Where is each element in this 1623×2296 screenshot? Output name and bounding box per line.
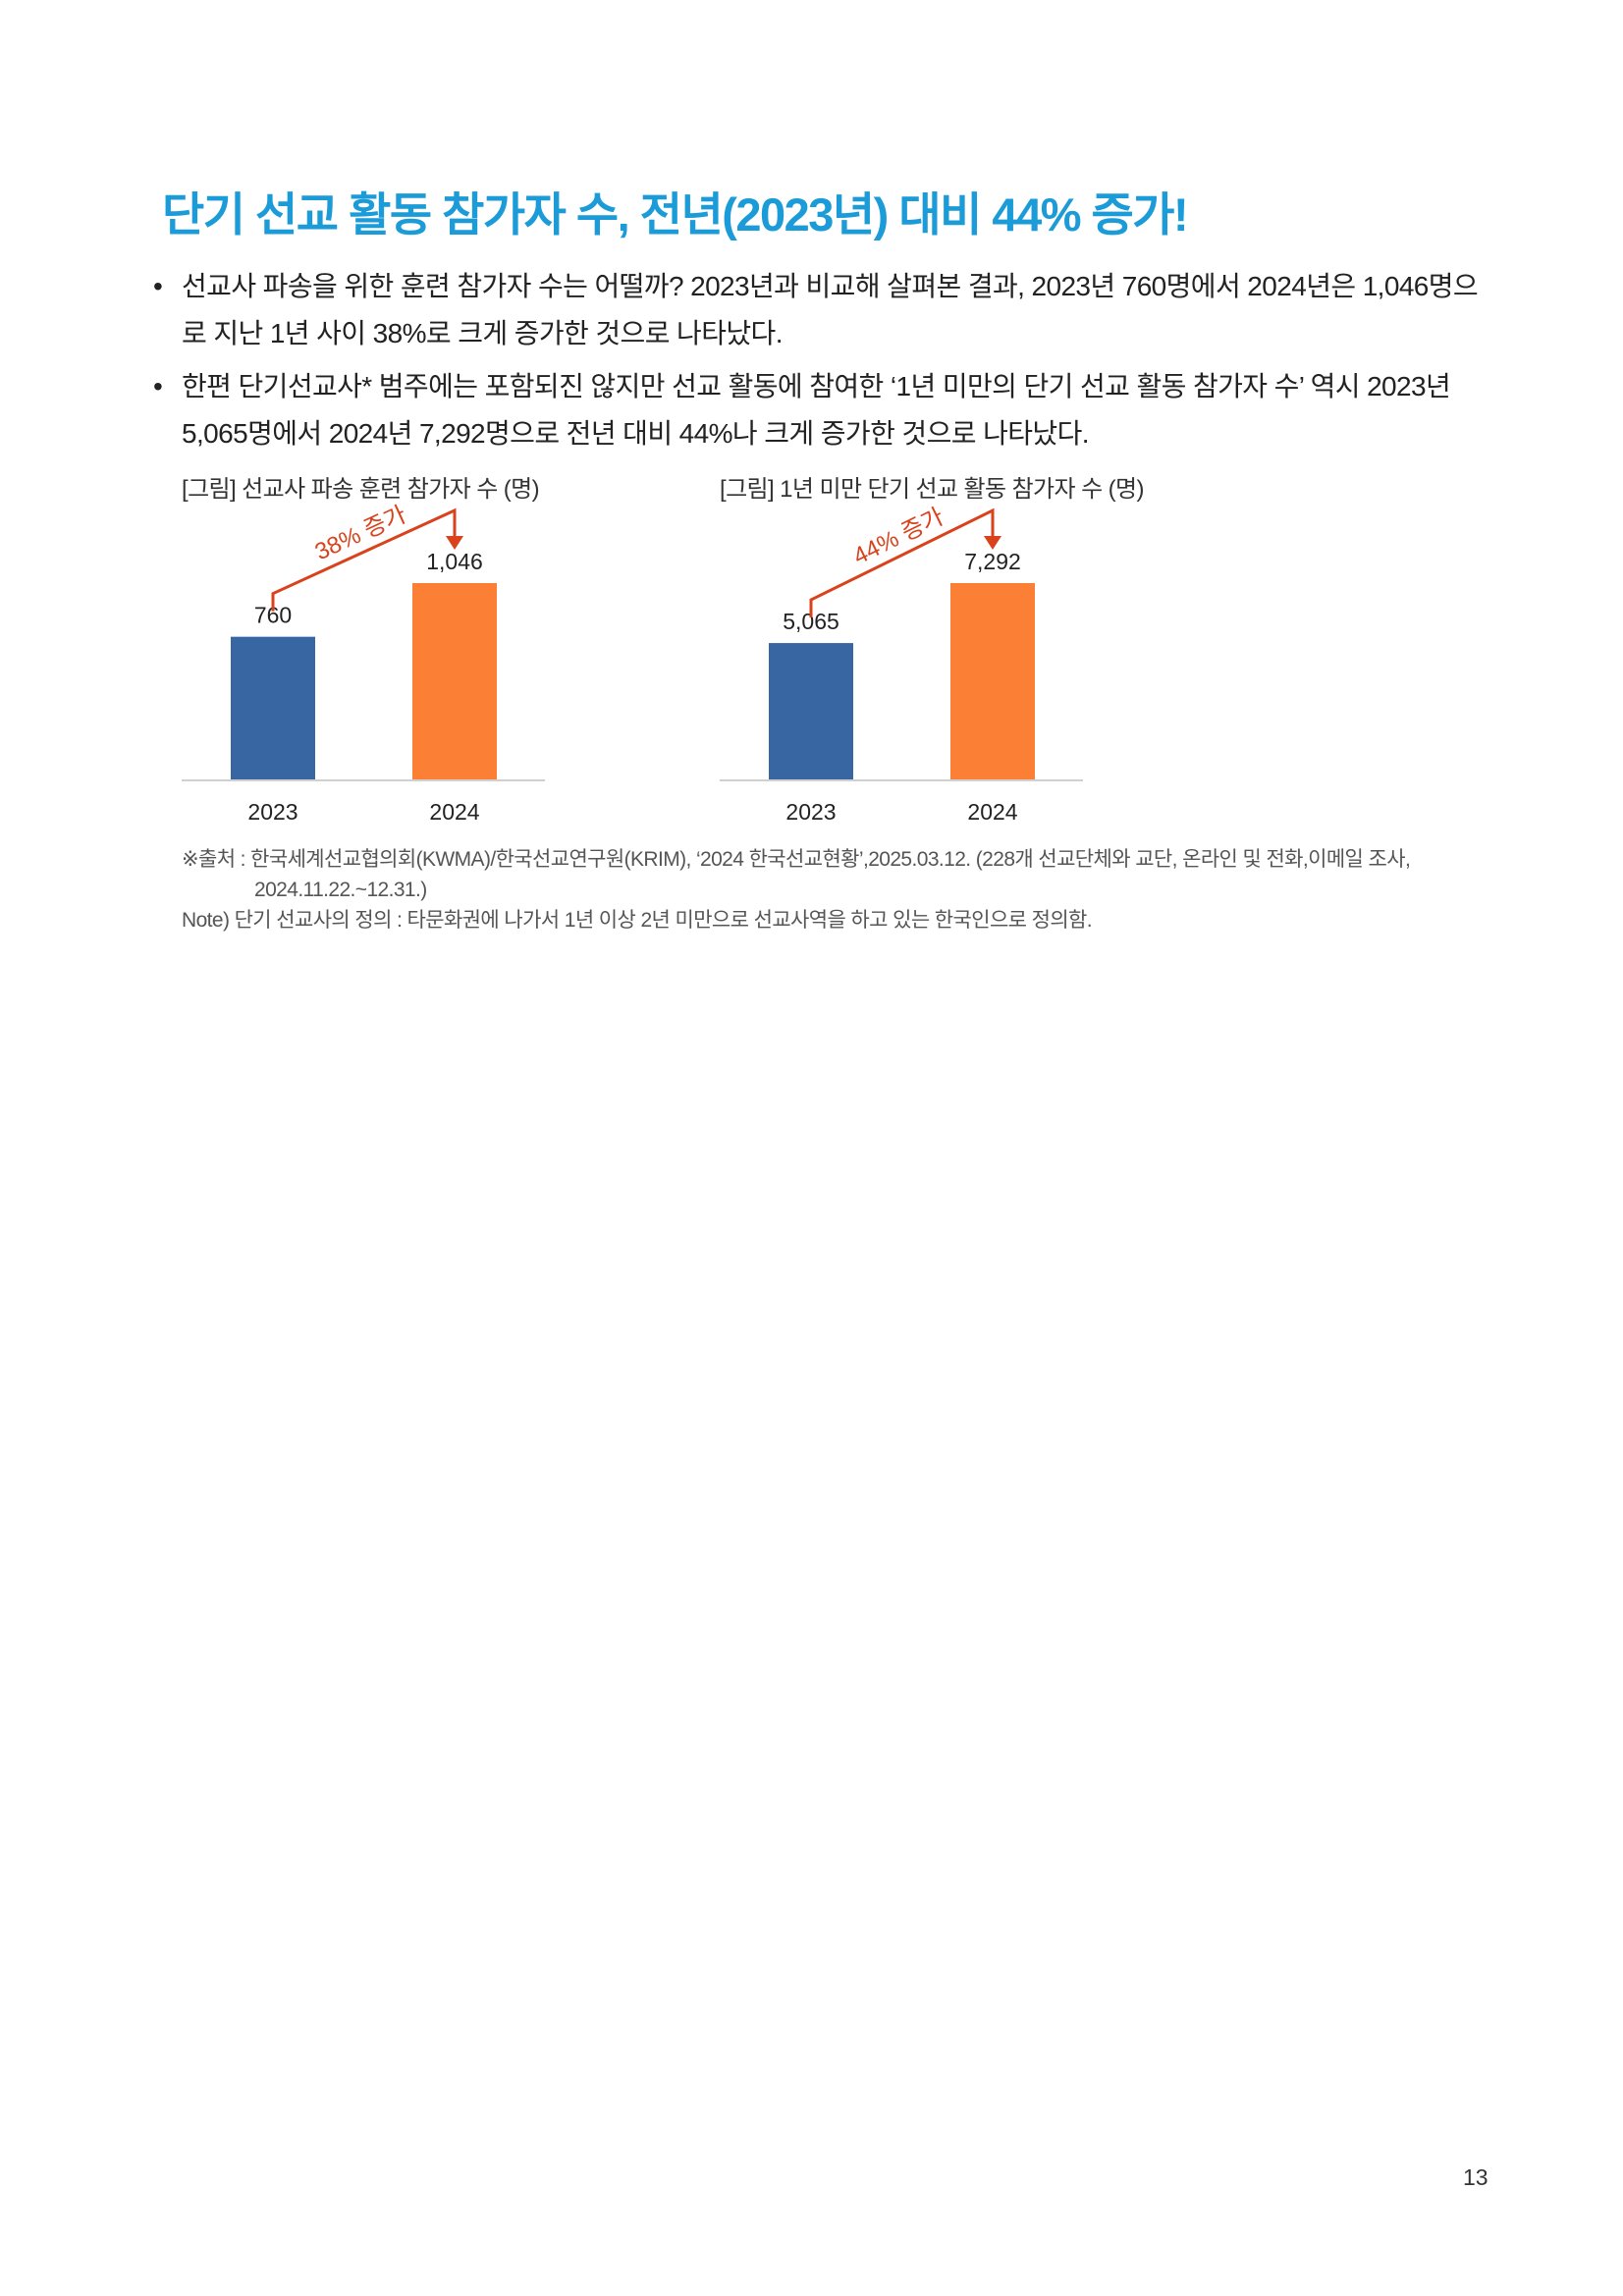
source-citation-dates: 2024.11.22.~12.31.) (254, 879, 427, 901)
category-label: 2023 (247, 799, 298, 825)
growth-label: 38% 증가 (311, 502, 410, 566)
bar-2023 (231, 636, 315, 779)
figure-caption-short-term: [그림] 1년 미만 단기 선교 활동 참가자 수 (명) (720, 476, 1145, 503)
category-label: 2024 (967, 799, 1017, 825)
figure-caption-training: [그림] 선교사 파송 훈련 참가자 수 (명) (182, 476, 540, 503)
growth-label: 44% 증가 (849, 504, 948, 570)
bar-2024 (412, 583, 497, 779)
bullet-dot: • (153, 371, 163, 401)
bullet-text: 한편 단기선교사* 범주에는 포함되진 않지만 선교 활동에 참여한 ‘1년 미… (182, 371, 1451, 449)
bullet-list: • 선교사 파송을 위한 훈련 참가자 수는 어떨까? 2023년과 비교해 살… (147, 263, 1492, 463)
bullet-text: 선교사 파송을 위한 훈련 참가자 수는 어떨까? 2023년과 비교해 살펴본… (182, 271, 1479, 348)
source-citation: ※출처 : 한국세계선교협의회(KWMA)/한국선교연구원(KRIM), ‘20… (182, 848, 1411, 871)
definition-note: Note) 단기 선교사의 정의 : 타문화권에 나가서 1년 이상 2년 미만… (182, 909, 1093, 932)
page-heading: 단기 선교 활동 참가자 수, 전년(2023년) 대비 44% 증가! (162, 188, 1189, 240)
bullet-dot: • (153, 271, 163, 301)
data-label: 7,292 (964, 549, 1021, 574)
source-notes: ※출처 : 한국세계선교협의회(KWMA)/한국선교연구원(KRIM), ‘20… (182, 844, 1478, 935)
growth-arrow-head (984, 536, 1001, 550)
bar-2023 (769, 643, 853, 779)
bullet-item: • 한편 단기선교사* 범주에는 포함되진 않지만 선교 활동에 참여한 ‘1년… (147, 363, 1492, 457)
category-label: 2023 (785, 799, 836, 825)
category-label: 2024 (429, 799, 479, 825)
growth-arrow-line (809, 507, 995, 618)
data-label: 1,046 (426, 549, 483, 574)
growth-arrow-line (271, 507, 457, 612)
growth-arrow-head (446, 536, 463, 550)
bar-2024 (950, 583, 1035, 779)
page-number: 13 (1463, 2164, 1488, 2190)
bullet-item: • 선교사 파송을 위한 훈련 참가자 수는 어떨까? 2023년과 비교해 살… (147, 263, 1492, 357)
